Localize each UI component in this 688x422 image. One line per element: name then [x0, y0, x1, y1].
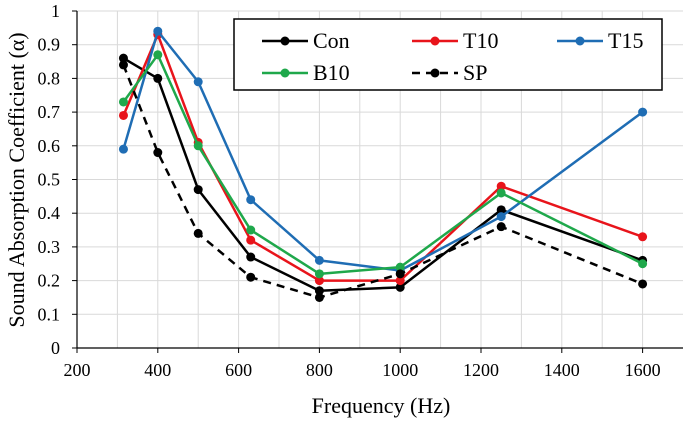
x-tick-label: 1600 [625, 360, 661, 380]
data-point-t10 [246, 235, 256, 245]
data-point-t15 [118, 144, 128, 154]
x-tick-label: 400 [144, 360, 171, 380]
x-tick-label: 1000 [382, 360, 418, 380]
series [118, 26, 648, 302]
data-point-con [153, 73, 163, 83]
data-point-sp [496, 222, 506, 232]
y-tick-label: 0.4 [38, 203, 61, 223]
series-line-con [122, 57, 644, 292]
y-tick-label: 0.6 [38, 136, 61, 156]
data-point-t10 [118, 110, 128, 120]
series-line-t10 [122, 33, 644, 282]
data-point-sp [395, 269, 405, 279]
y-tick-label: 0.2 [38, 271, 61, 291]
y-tick-label: 0 [51, 338, 60, 358]
data-point-sp [118, 60, 128, 70]
data-point-con [193, 185, 203, 195]
data-point-t15 [193, 77, 203, 87]
legend-label-sp: SP [463, 60, 487, 85]
legend-label-t15: T15 [608, 28, 643, 53]
data-point-t15 [246, 195, 256, 205]
tick-labels: 200 400 600 800 1000 1200 1400 1600 0 0.1 0.2 0.3 0.… [38, 1, 661, 380]
legend-marker-b10 [280, 68, 290, 78]
data-point-sp [193, 228, 203, 238]
series-line-t15 [122, 29, 644, 272]
data-point-con [246, 252, 256, 262]
data-point-b10 [246, 225, 256, 235]
data-point-b10 [638, 259, 648, 269]
data-point-t10 [638, 232, 648, 242]
data-point-b10 [395, 262, 405, 272]
data-point-con [395, 282, 405, 292]
data-point-t15 [314, 255, 324, 265]
legend-label-con: Con [313, 28, 350, 53]
axes [72, 10, 683, 353]
data-point-b10 [496, 188, 506, 198]
data-point-sp [246, 272, 256, 282]
y-tick-label: 0.7 [38, 102, 61, 122]
x-tick-label: 1200 [463, 360, 499, 380]
data-point-t10 [496, 181, 506, 191]
data-point-b10 [153, 50, 163, 60]
x-tick-label: 200 [64, 360, 91, 380]
y-axis-title: Sound Absorption Coefficient (α) [4, 32, 29, 327]
y-tick-label: 0.5 [38, 170, 61, 190]
y-tick-label: 0.1 [38, 304, 61, 324]
y-tick-label: 1 [51, 1, 60, 21]
legend-marker-con [280, 36, 290, 46]
legend-marker-t10 [430, 36, 440, 46]
data-point-t15 [496, 212, 506, 222]
x-tick-label: 1400 [544, 360, 580, 380]
data-point-con [118, 53, 128, 63]
x-tick-label: 800 [306, 360, 333, 380]
legend-label-t10: T10 [463, 28, 498, 53]
data-point-con [496, 205, 506, 215]
data-point-sp [153, 148, 163, 158]
data-point-con [314, 286, 324, 296]
data-point-t10 [395, 276, 405, 286]
data-point-b10 [314, 269, 324, 279]
data-point-t10 [314, 276, 324, 286]
data-point-b10 [193, 141, 203, 151]
legend: Con T10 T15 B10 SP [233, 18, 663, 91]
data-point-t15 [153, 26, 163, 36]
legend-box [233, 18, 663, 91]
legend-label-b10: B10 [313, 60, 350, 85]
series-line-sp [122, 64, 644, 299]
legend-marker-t15 [575, 36, 585, 46]
series-line-b10 [122, 53, 644, 276]
data-point-t15 [638, 107, 648, 117]
y-tick-label: 0.9 [38, 35, 61, 55]
x-axis-title: Frequency (Hz) [312, 393, 451, 418]
data-point-b10 [118, 97, 128, 107]
data-point-sp [314, 292, 324, 302]
legend-marker-sp [430, 68, 440, 78]
y-tick-label: 0.3 [38, 237, 61, 257]
data-point-sp [638, 279, 648, 289]
x-tick-label: 600 [225, 360, 252, 380]
y-tick-label: 0.8 [38, 68, 61, 88]
